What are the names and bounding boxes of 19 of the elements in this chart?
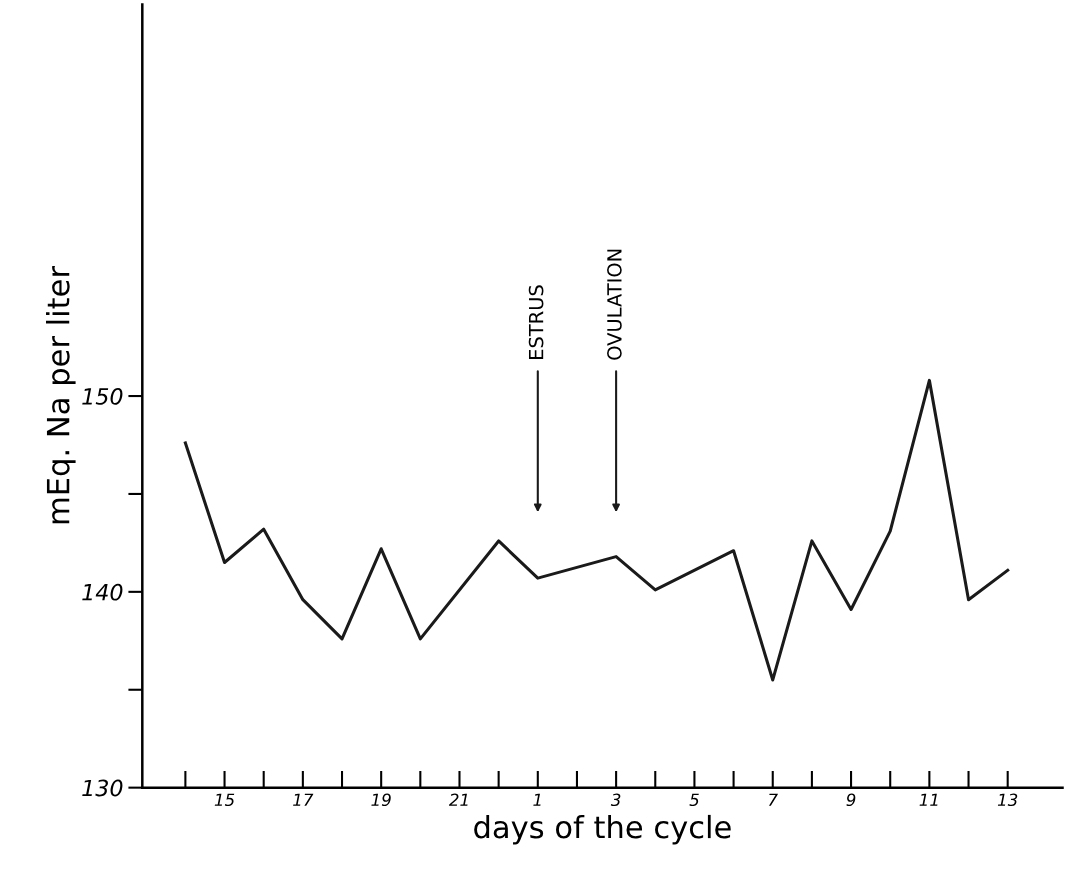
x-tick-label: 11 [919,793,938,806]
x-tick-label: 19 [371,793,391,807]
x-tick-label: 9 [846,793,856,807]
y-axis-title: mEq. Na per liter [46,266,76,524]
x-tick-label: 17 [293,793,314,806]
annotation: ESTRUS [528,285,544,359]
x-tick-label: 21 [448,793,468,806]
x-tick-label: 13 [997,793,1018,807]
y-tick-label: 130 [82,779,123,797]
x-tick-label: 15 [214,793,235,807]
x-axis-title: days of the cycle [474,814,731,845]
x-tick-label: 1 [533,793,541,806]
y-tick-label: 150 [82,387,123,405]
x-tick-label: 7 [768,793,778,806]
annotation: OVULATION [607,249,622,360]
line-series [183,378,1010,682]
x-tick-label: 3 [610,793,621,807]
y-tick-label: 140 [82,583,123,601]
x-tick-label: 5 [689,793,699,807]
